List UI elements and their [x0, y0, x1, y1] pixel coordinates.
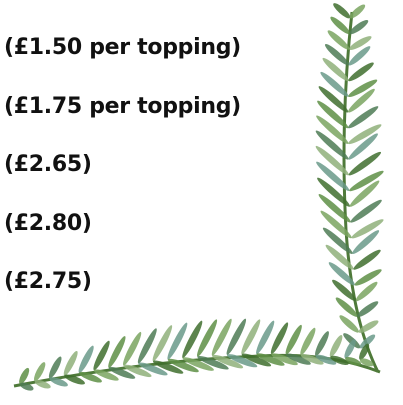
price-line: (£2.80): [4, 209, 92, 239]
leaf: [298, 326, 318, 356]
price-line: (£2.65): [4, 150, 92, 180]
leaf: [328, 334, 345, 359]
leaf: [331, 1, 352, 20]
price-line: (£2.75): [4, 267, 92, 297]
price-line: (£1.50 per topping): [4, 33, 241, 63]
vertical-stem: [344, 12, 378, 372]
leaf: [327, 260, 357, 288]
leaf: [355, 299, 380, 319]
leaf: [76, 344, 96, 374]
leaf: [353, 267, 383, 288]
price-line: (£1.75 per topping): [4, 92, 241, 122]
leaf: [348, 3, 367, 21]
leaf: [62, 350, 80, 377]
leaf: [313, 330, 331, 357]
leaf: [324, 243, 356, 272]
page: (£1.50 per topping) (£1.75 per topping) (£…: [0, 0, 403, 405]
